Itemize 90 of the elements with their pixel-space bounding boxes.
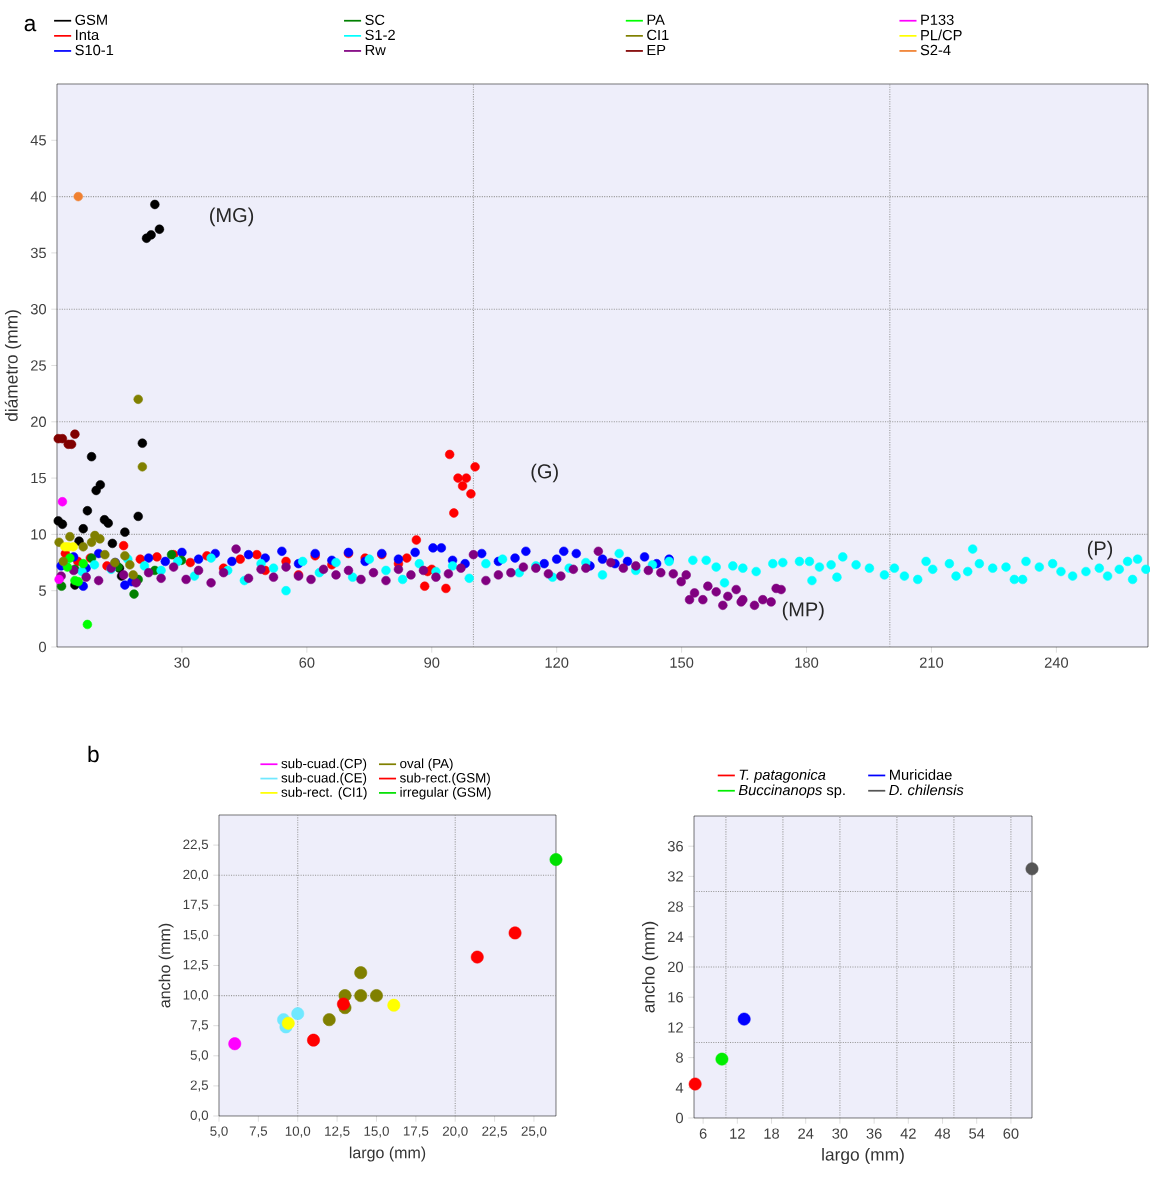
y-tick-label: 5 <box>38 585 46 596</box>
annotation: (MP) <box>782 601 824 621</box>
y-tick-label: 15,0 <box>183 929 208 941</box>
annotation: (G) <box>531 463 558 483</box>
x-tick-label: 17,5 <box>403 1126 429 1138</box>
x-tick-label: 210 <box>919 657 943 668</box>
legend-label: Muricidae <box>889 769 952 780</box>
chart-title: a <box>24 18 37 32</box>
x-tick-label: 12 <box>730 1128 745 1139</box>
y-tick-label: 0,0 <box>190 1110 208 1122</box>
y-tick-label: 7,5 <box>190 1020 208 1032</box>
y-tick-label: 15 <box>31 472 46 484</box>
legend-label: Buccinanops sp. <box>738 784 845 799</box>
y-tick-label: 4 <box>675 1082 683 1093</box>
y-tick-label: 40 <box>30 191 46 202</box>
x-tick-label: 150 <box>670 657 694 668</box>
y-tick-label: 5,0 <box>190 1050 208 1062</box>
x-tick-label: 25,0 <box>521 1126 547 1138</box>
x-tick-label: 42 <box>900 1128 916 1139</box>
x-tick-label: 7,5 <box>249 1126 267 1138</box>
legend-label: S2-4 <box>920 44 951 56</box>
x-tick-label: 48 <box>934 1128 950 1139</box>
legend-label: PA <box>647 14 665 25</box>
legend-label: S10-1 <box>75 44 113 56</box>
y-tick-label: 0 <box>38 641 46 653</box>
y-axis-title: diámetro (mm) <box>4 310 21 422</box>
y-tick-label: 32 <box>667 871 683 882</box>
x-tick-label: 60 <box>299 657 315 668</box>
legend-label: S1-2 <box>365 29 395 41</box>
chart-title: b <box>88 745 99 763</box>
x-tick-label: 30 <box>832 1128 848 1139</box>
legend-label: P133 <box>921 14 954 26</box>
annotation: (MG) <box>209 207 253 227</box>
legend-label: CI1 <box>647 29 669 41</box>
x-tick-label: 20,0 <box>442 1126 468 1138</box>
y-tick-label: 10,0 <box>183 990 208 1002</box>
y-tick-label: 28 <box>667 901 683 912</box>
y-tick-label: 2,5 <box>190 1080 208 1092</box>
x-tick-label: 10,0 <box>285 1126 311 1138</box>
x-tick-label: 36 <box>866 1128 882 1139</box>
legend-label: Rw <box>365 44 386 55</box>
x-tick-label: 240 <box>1044 657 1068 668</box>
y-axis-title: ancho (mm) <box>158 923 174 1008</box>
x-tick-label: 30 <box>174 657 190 668</box>
legend-label: irregular (GSM) <box>400 787 491 800</box>
y-tick-label: 36 <box>667 841 683 852</box>
y-tick-label: 20,0 <box>183 869 208 881</box>
x-tick-label: 22,5 <box>482 1126 507 1138</box>
x-tick-label: 180 <box>795 657 819 668</box>
legend-label: T. patagonica <box>739 769 826 783</box>
legend-label: PL/CP <box>921 29 962 41</box>
x-tick-label: 5,0 <box>210 1126 228 1138</box>
x-tick-label: 24 <box>798 1128 814 1139</box>
x-tick-label: 54 <box>968 1128 985 1139</box>
y-tick-label: 16 <box>668 992 683 1003</box>
y-tick-label: 20 <box>30 416 46 427</box>
x-tick-label: 90 <box>424 657 440 668</box>
legend-label: oval (PA) <box>400 758 453 771</box>
legend-label: EP <box>647 44 666 55</box>
y-tick-label: 17,5 <box>183 899 208 911</box>
x-axis-title: largo (mm) <box>349 1146 425 1162</box>
y-tick-label: 25 <box>30 360 46 371</box>
y-tick-label: 35 <box>30 247 46 259</box>
legend-label: SC <box>365 14 385 26</box>
x-tick-label: 120 <box>545 657 569 668</box>
x-tick-label: 15,0 <box>364 1126 389 1138</box>
y-tick-label: 8 <box>675 1052 683 1063</box>
legend-label: sub-cuad.(CP) <box>281 758 366 771</box>
y-tick-label: 30 <box>30 304 46 315</box>
x-tick-label: 12,5 <box>325 1126 350 1138</box>
legend-label: sub-rect.(GSM) <box>399 772 490 786</box>
legend-label: Inta <box>75 29 100 41</box>
y-tick-label: 10 <box>31 529 46 540</box>
y-tick-label: 0 <box>675 1112 683 1124</box>
annotation: (P) <box>1087 540 1112 560</box>
legend-label: D. chilensis <box>889 784 964 796</box>
x-axis-title: largo (mm) <box>822 1147 904 1165</box>
y-tick-label: 20 <box>667 961 683 973</box>
y-tick-label: 24 <box>667 931 683 942</box>
y-tick-label: 12,5 <box>183 959 208 972</box>
legend-label: GSM <box>75 14 107 26</box>
y-tick-label: 45 <box>30 135 46 146</box>
legend-label: sub-cuad.(CE) <box>281 772 366 786</box>
x-tick-label: 60 <box>1003 1128 1019 1139</box>
y-axis-title: ancho (mm) <box>641 921 658 1013</box>
y-tick-label: 22,5 <box>183 839 208 851</box>
legend-label: sub-rect. (CI1) <box>281 787 367 800</box>
x-tick-label: 6 <box>699 1128 707 1139</box>
x-tick-label: 18 <box>764 1128 779 1139</box>
y-tick-label: 12 <box>668 1022 683 1033</box>
